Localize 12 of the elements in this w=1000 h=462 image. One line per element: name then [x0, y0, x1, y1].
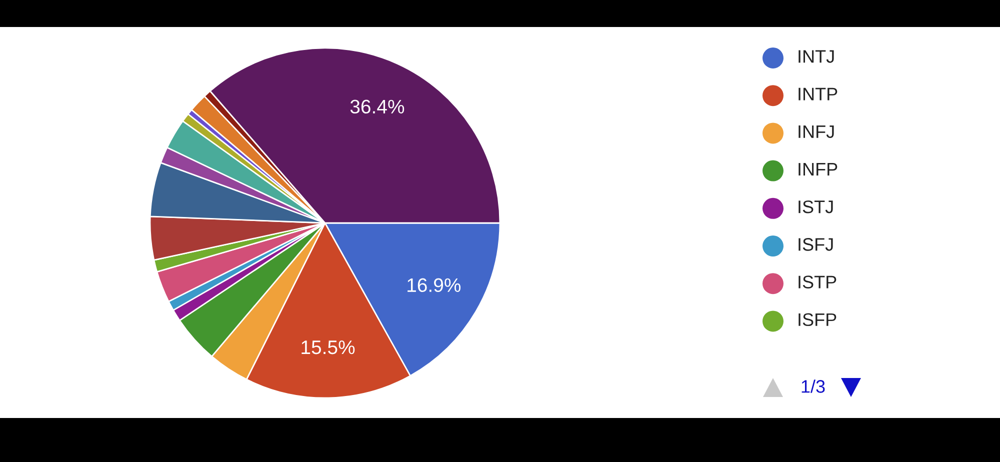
legend-label: ISTJ [798, 200, 833, 214]
data-label: 36.4% [350, 100, 404, 114]
legend-label: ISTP [798, 276, 836, 288]
text: 1/3 [802, 380, 825, 393]
legend-label: ISFP [798, 313, 836, 326]
data-label: 16.9% [408, 278, 461, 292]
data-label: 15.5% [302, 340, 355, 354]
legend-label: INFP [798, 163, 838, 176]
legend-label: INTJ [798, 50, 834, 63]
legend-label: ISFJ [798, 238, 833, 251]
legend-label: INFJ [798, 125, 834, 138]
legend-label: INTP [798, 88, 838, 100]
